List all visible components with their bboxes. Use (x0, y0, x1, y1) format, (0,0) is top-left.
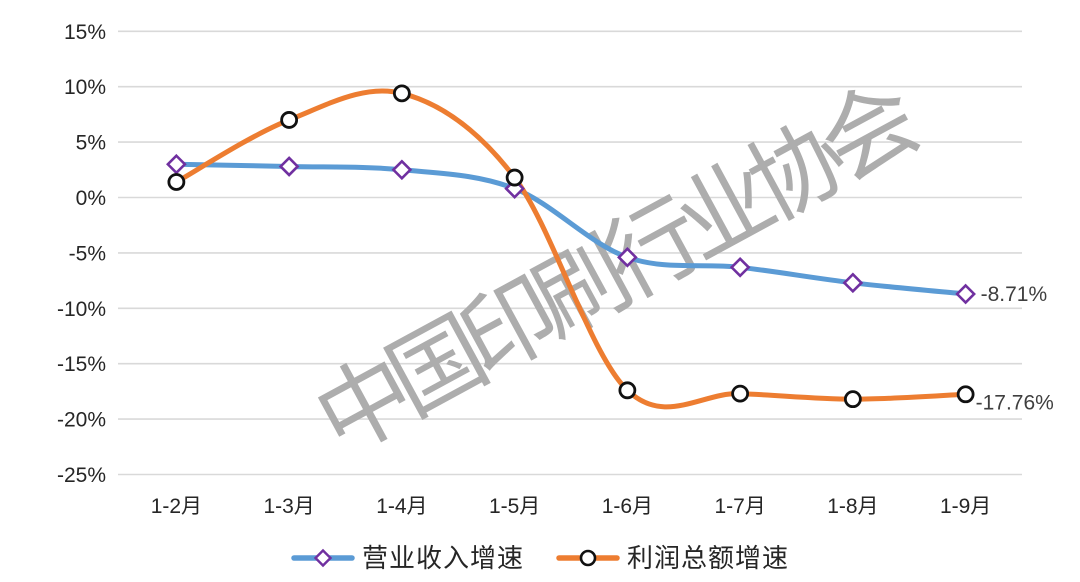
end-label-revenue-growth: -8.71% (981, 283, 1048, 306)
series-markers-revenue-growth (166, 153, 976, 305)
diamond-marker (729, 256, 751, 278)
diamond-marker (391, 159, 413, 181)
x-tick-label: 1-8月 (827, 495, 878, 518)
circle-marker (956, 385, 975, 404)
circle-marker (280, 111, 299, 129)
legend-circle-marker-icon (579, 549, 597, 566)
x-tick-label: 1-2月 (151, 495, 202, 518)
legend-item-revenue-growth: 营业收入增速 (291, 544, 524, 572)
diamond-marker (842, 272, 864, 294)
diamond-marker (166, 153, 187, 175)
y-tick-label: -15% (57, 353, 106, 376)
legend-diamond-marker-icon (313, 548, 333, 567)
line-chart-svg: 15% 10% 5% 0% -5% -10% -15% -20% -25% 1-2月 1-3月 1-4… (57, 21, 1054, 518)
x-tick-label: 1-6月 (602, 495, 653, 518)
y-tick-label: 10% (64, 76, 106, 99)
end-label-profit-growth: -17.76% (976, 391, 1054, 414)
y-tick-label: -25% (57, 464, 106, 487)
x-axis-labels: 1-2月 1-3月 1-4月 1-5月 1-6月 1-7月 1-8月 1-9月 (151, 495, 992, 518)
legend-item-profit-growth: 利润总额增速 (556, 544, 789, 572)
x-tick-label: 1-5月 (489, 495, 540, 518)
y-tick-label: -10% (57, 298, 106, 321)
diamond-marker (955, 283, 976, 305)
legend: 营业收入增速 利润总额增速 (0, 533, 1080, 582)
series-markers-profit-growth (167, 84, 975, 409)
series-line-revenue-growth (173, 161, 969, 297)
circle-marker (843, 390, 862, 409)
diamond-marker (278, 156, 300, 177)
x-tick-label: 1-9月 (940, 495, 991, 518)
gridlines (118, 30, 1022, 476)
watermark: 中国印刷行业协会 (299, 64, 934, 474)
x-tick-label: 1-7月 (714, 495, 765, 518)
circle-marker (167, 173, 186, 191)
legend-swatch-profit-line-circle-icon (556, 549, 620, 566)
diamond-marker (617, 246, 638, 268)
legend-label-revenue-growth: 营业收入增速 (361, 542, 524, 573)
y-tick-label: 15% (64, 21, 106, 44)
y-tick-label: -20% (57, 409, 106, 432)
legend-label-profit-growth: 利润总额增速 (627, 542, 790, 573)
x-tick-label: 1-3月 (263, 495, 314, 518)
circle-marker (392, 84, 411, 103)
y-tick-label: -5% (69, 242, 106, 265)
circle-marker (618, 381, 637, 400)
series-line-profit-growth (173, 88, 969, 410)
y-axis-labels: 15% 10% 5% 0% -5% -10% -15% -20% -25% (57, 21, 106, 487)
circle-marker (731, 384, 750, 403)
y-tick-label: 5% (76, 132, 106, 155)
x-tick-label: 1-4月 (376, 495, 427, 518)
circle-marker (505, 168, 524, 187)
legend-swatch-revenue-line-diamond-icon (291, 548, 355, 567)
y-tick-label: 0% (76, 187, 106, 210)
